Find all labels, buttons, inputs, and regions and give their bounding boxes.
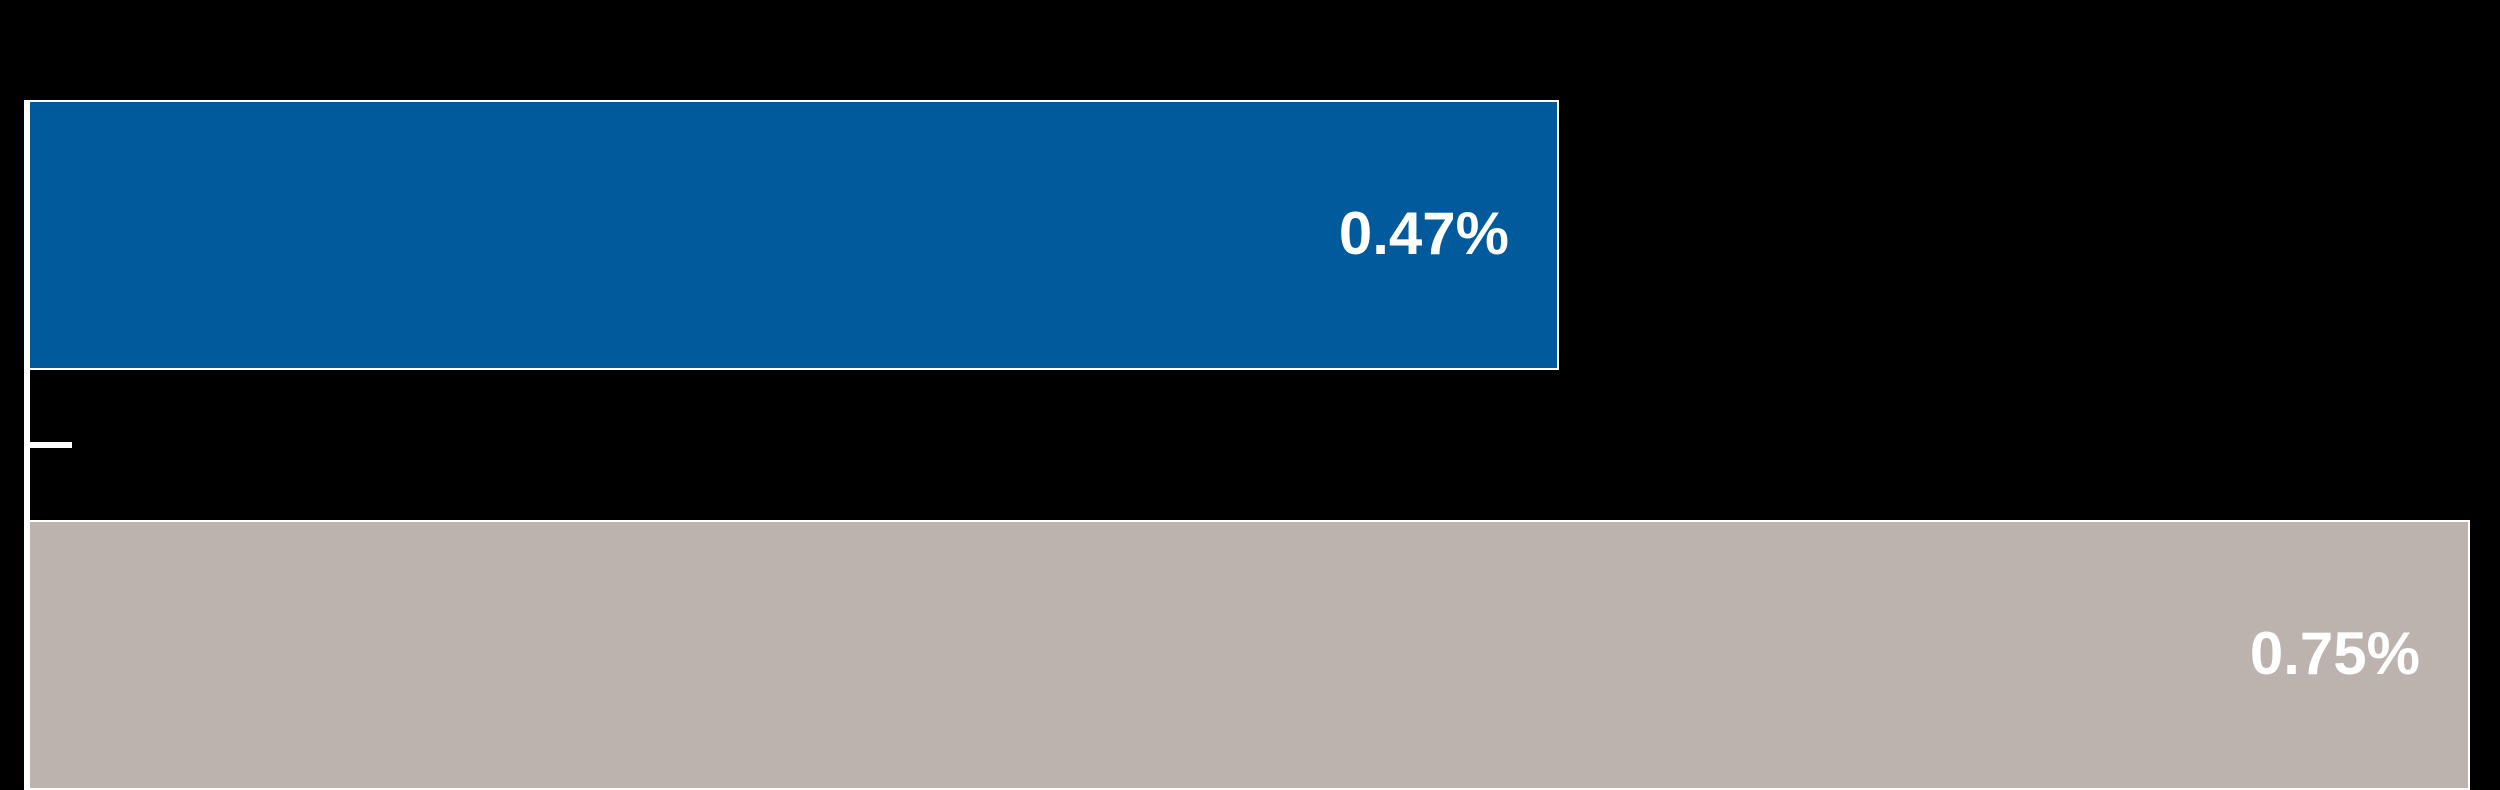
bar-1 xyxy=(30,100,1559,370)
bar-2-label: 0.75% xyxy=(2250,619,2420,688)
bar-1-label: 0.47% xyxy=(1339,199,1509,268)
bar-2 xyxy=(30,520,2470,790)
axis-tick xyxy=(30,442,72,448)
bar-chart: 0.47% 0.75% xyxy=(0,0,2500,790)
